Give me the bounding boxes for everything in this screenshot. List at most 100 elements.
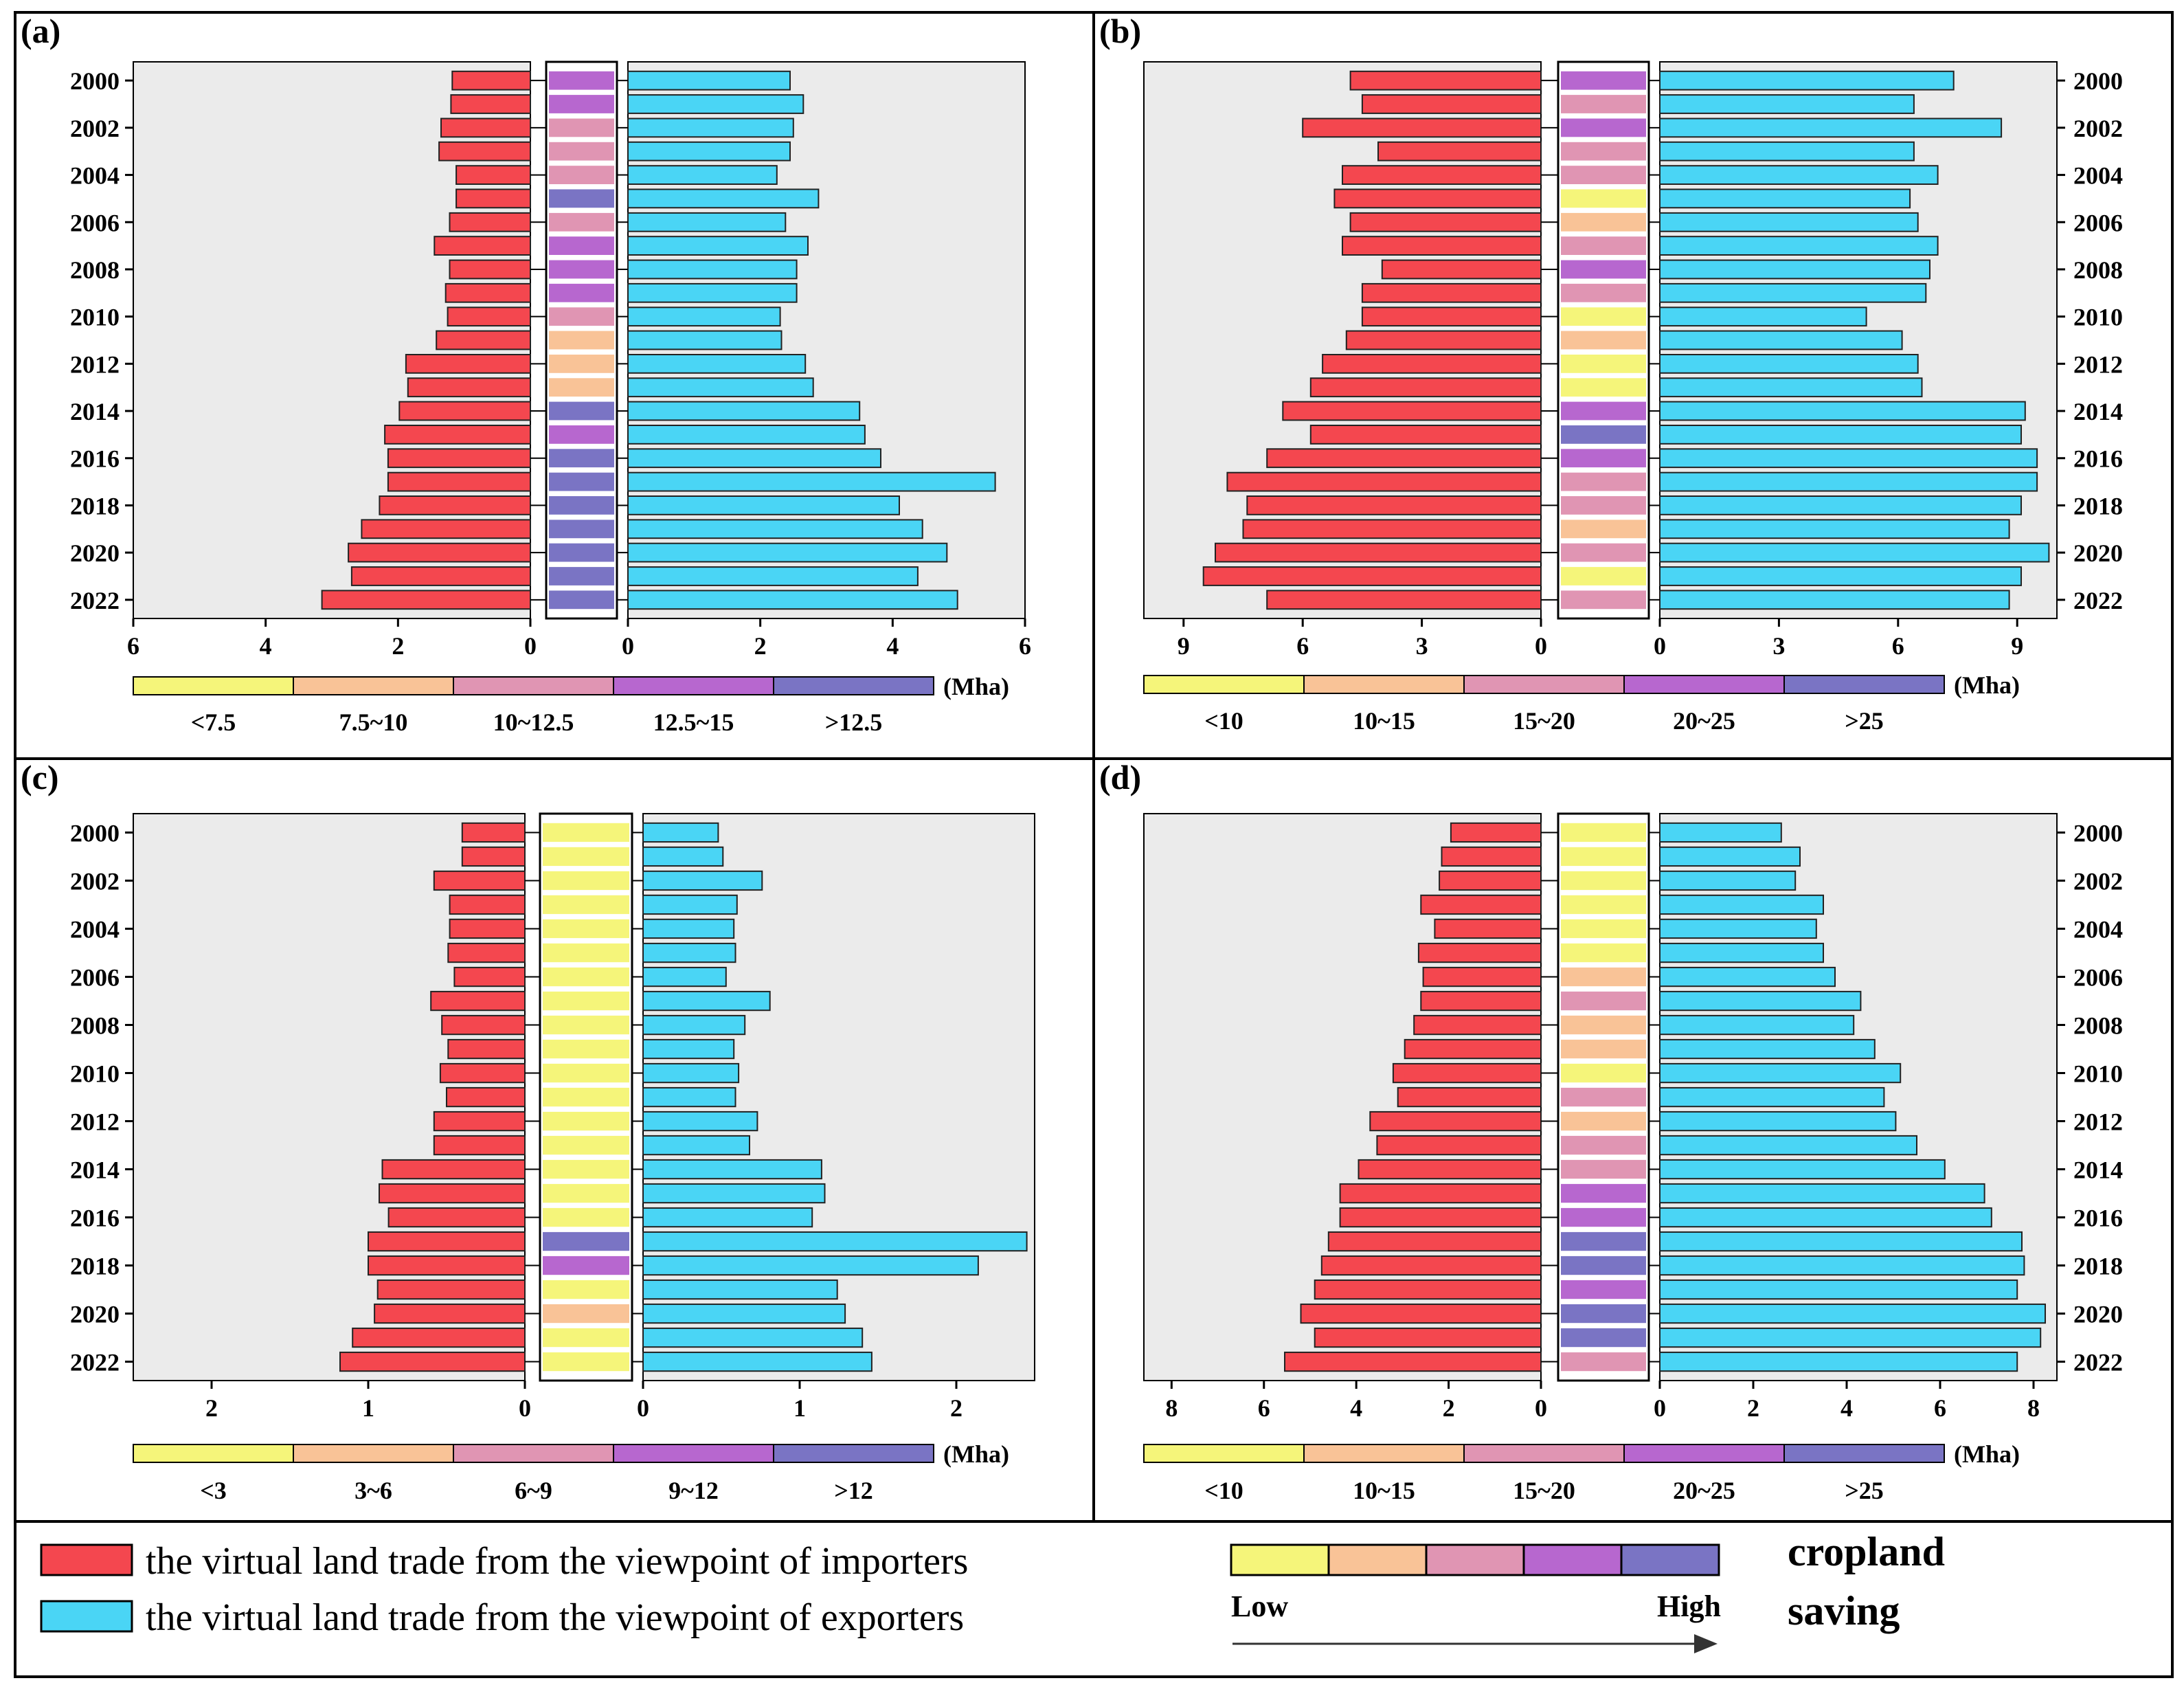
class-legend-swatch [1623,675,1785,694]
year-label: 2022 [2073,1349,2123,1376]
legend-importer-text: the virtual land trade from the viewpoin… [146,1540,968,1583]
x-tick-label-left: 4 [1350,1394,1362,1422]
importer-bar [1322,354,1542,374]
class-legend-label: >25 [1845,1477,1884,1504]
exporter-bar [1659,1062,1902,1084]
class-legend-swatch [1783,1444,1945,1463]
saving-scale-swatch [1522,1543,1623,1576]
saving-cell [549,71,614,90]
class-legend-swatch [133,676,294,695]
importer-bar [451,70,531,91]
saving-cell [543,1280,629,1299]
class-legend-swatch [1463,1444,1625,1463]
x-tick-label-left: 0 [519,1394,531,1422]
exporter-bar [1659,966,1836,987]
panel-label: (d) [1099,758,1141,796]
importer-bar [1314,1279,1542,1300]
legend-exporter-text: the virtual land trade from the viewpoin… [146,1596,964,1639]
saving-cell [543,1207,629,1227]
year-label: 2010 [2073,304,2123,331]
saving-cell [549,425,614,444]
year-label: 2002 [2073,868,2123,895]
class-legend-label: 10~15 [1353,1477,1415,1504]
importer-bar [1300,1303,1542,1324]
saving-cell [549,307,614,326]
exporter-bar [1659,141,1915,161]
exporter-bar [627,495,900,515]
exporter-bar [1659,354,1919,374]
year-label: 2012 [70,1108,120,1136]
x-tick-label-right: 0 [1654,1394,1666,1422]
saving-cell [1561,1087,1646,1107]
saving-cell [549,212,614,232]
class-legend-swatch [1463,675,1625,694]
importer-bar [1381,259,1542,280]
saving-cell [1561,472,1646,491]
x-tick-label-left: 9 [1178,632,1190,660]
saving-cell [1561,189,1646,208]
importer-bar [1420,894,1542,915]
exporter-bar [642,1183,826,1204]
year-label: 2016 [70,1205,120,1232]
importer-bar [321,590,531,610]
importer-bar [1397,1086,1542,1108]
x-tick-label-right: 1 [793,1394,806,1422]
exporter-bar [1659,1327,2042,1348]
saving-cell [1561,71,1646,90]
class-legend-label: 15~20 [1513,1477,1575,1504]
class-legend-swatch [1303,1444,1465,1463]
importer-bar [352,1327,526,1348]
saving-cell [543,1063,629,1083]
importer-bar [449,894,526,915]
importer-bar [1339,1207,1542,1228]
x-tick-label-right: 9 [2011,632,2023,660]
exporter-bar [1659,846,1801,867]
exporter-bar [627,165,778,185]
saving-cell [1561,1183,1646,1203]
year-label: 2012 [70,350,120,378]
x-tick-label-right: 3 [1772,632,1785,660]
importer-bar [449,212,531,232]
saving-cell [549,355,614,373]
exporter-bar [1659,1279,2018,1300]
exporter-bar [1659,118,2003,138]
importer-bar [339,1351,526,1372]
class-legend-label: <7.5 [191,708,236,736]
x-tick-label-right: 2 [1747,1394,1759,1422]
exporter-bar [627,70,791,91]
class-legend-swatch [613,1444,774,1463]
year-label: 2004 [2073,162,2123,190]
importer-bar [433,1135,526,1156]
saving-cell [549,236,614,255]
importer-bar [1420,990,1542,1012]
year-label: 2008 [2073,256,2123,284]
class-legend-swatch [773,1444,934,1463]
saving-cell [549,142,614,161]
exporter-bar [1659,282,1927,303]
importer-bar [441,1014,526,1036]
year-label: 2006 [70,964,120,992]
year-label: 2022 [70,1349,120,1376]
exporter-bar [642,1111,758,1132]
saving-cell [549,590,614,610]
exporter-bar [1659,1183,1985,1204]
exporter-bar [642,870,763,891]
class-legend-swatch [293,676,454,695]
year-label: 2012 [2073,350,2123,378]
year-label: 2004 [70,162,120,190]
exporter-bar [1659,495,2022,515]
saving-cell [1561,543,1646,562]
class-legend-swatch [133,1444,294,1463]
class-legend-label: 12.5~15 [653,708,734,736]
year-label: 2018 [2073,1253,2123,1280]
importer-bar [1246,495,1542,515]
exporter-bar [627,354,807,374]
legend-high-label: High [1657,1589,1721,1623]
importer-bar [449,259,531,280]
panel-label: (c) [21,758,59,796]
importer-bar [433,1111,526,1132]
saving-cell [1561,1039,1646,1059]
importer-bar [350,566,531,586]
saving-cell [1561,283,1646,302]
